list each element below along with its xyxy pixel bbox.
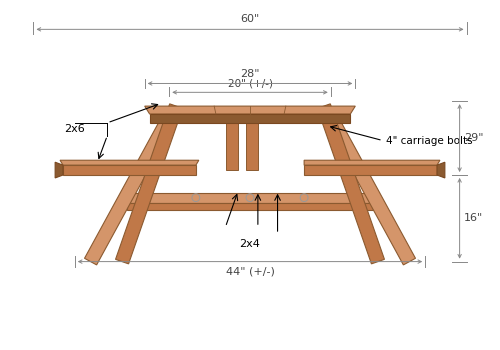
Polygon shape (246, 123, 258, 170)
Text: 60": 60" (240, 14, 260, 25)
Polygon shape (127, 193, 373, 203)
Text: 2x4: 2x4 (240, 239, 260, 249)
Polygon shape (304, 160, 440, 165)
Text: 20" (+/-): 20" (+/-) (228, 78, 272, 89)
Text: 4" carriage bolts: 4" carriage bolts (386, 135, 472, 146)
Text: 2x6: 2x6 (64, 124, 85, 134)
Polygon shape (63, 165, 196, 175)
Polygon shape (328, 120, 416, 265)
Polygon shape (144, 106, 356, 114)
Text: 28": 28" (240, 69, 260, 78)
Polygon shape (84, 120, 172, 265)
Polygon shape (116, 104, 182, 264)
Polygon shape (60, 160, 199, 165)
Polygon shape (127, 203, 373, 210)
Text: 16": 16" (464, 213, 483, 223)
Polygon shape (55, 162, 63, 178)
Polygon shape (226, 123, 238, 170)
Polygon shape (150, 114, 350, 123)
Polygon shape (437, 162, 445, 178)
Text: 44" (+/-): 44" (+/-) (226, 266, 274, 277)
Text: 29": 29" (464, 133, 483, 143)
Polygon shape (318, 104, 384, 264)
Polygon shape (304, 165, 437, 175)
